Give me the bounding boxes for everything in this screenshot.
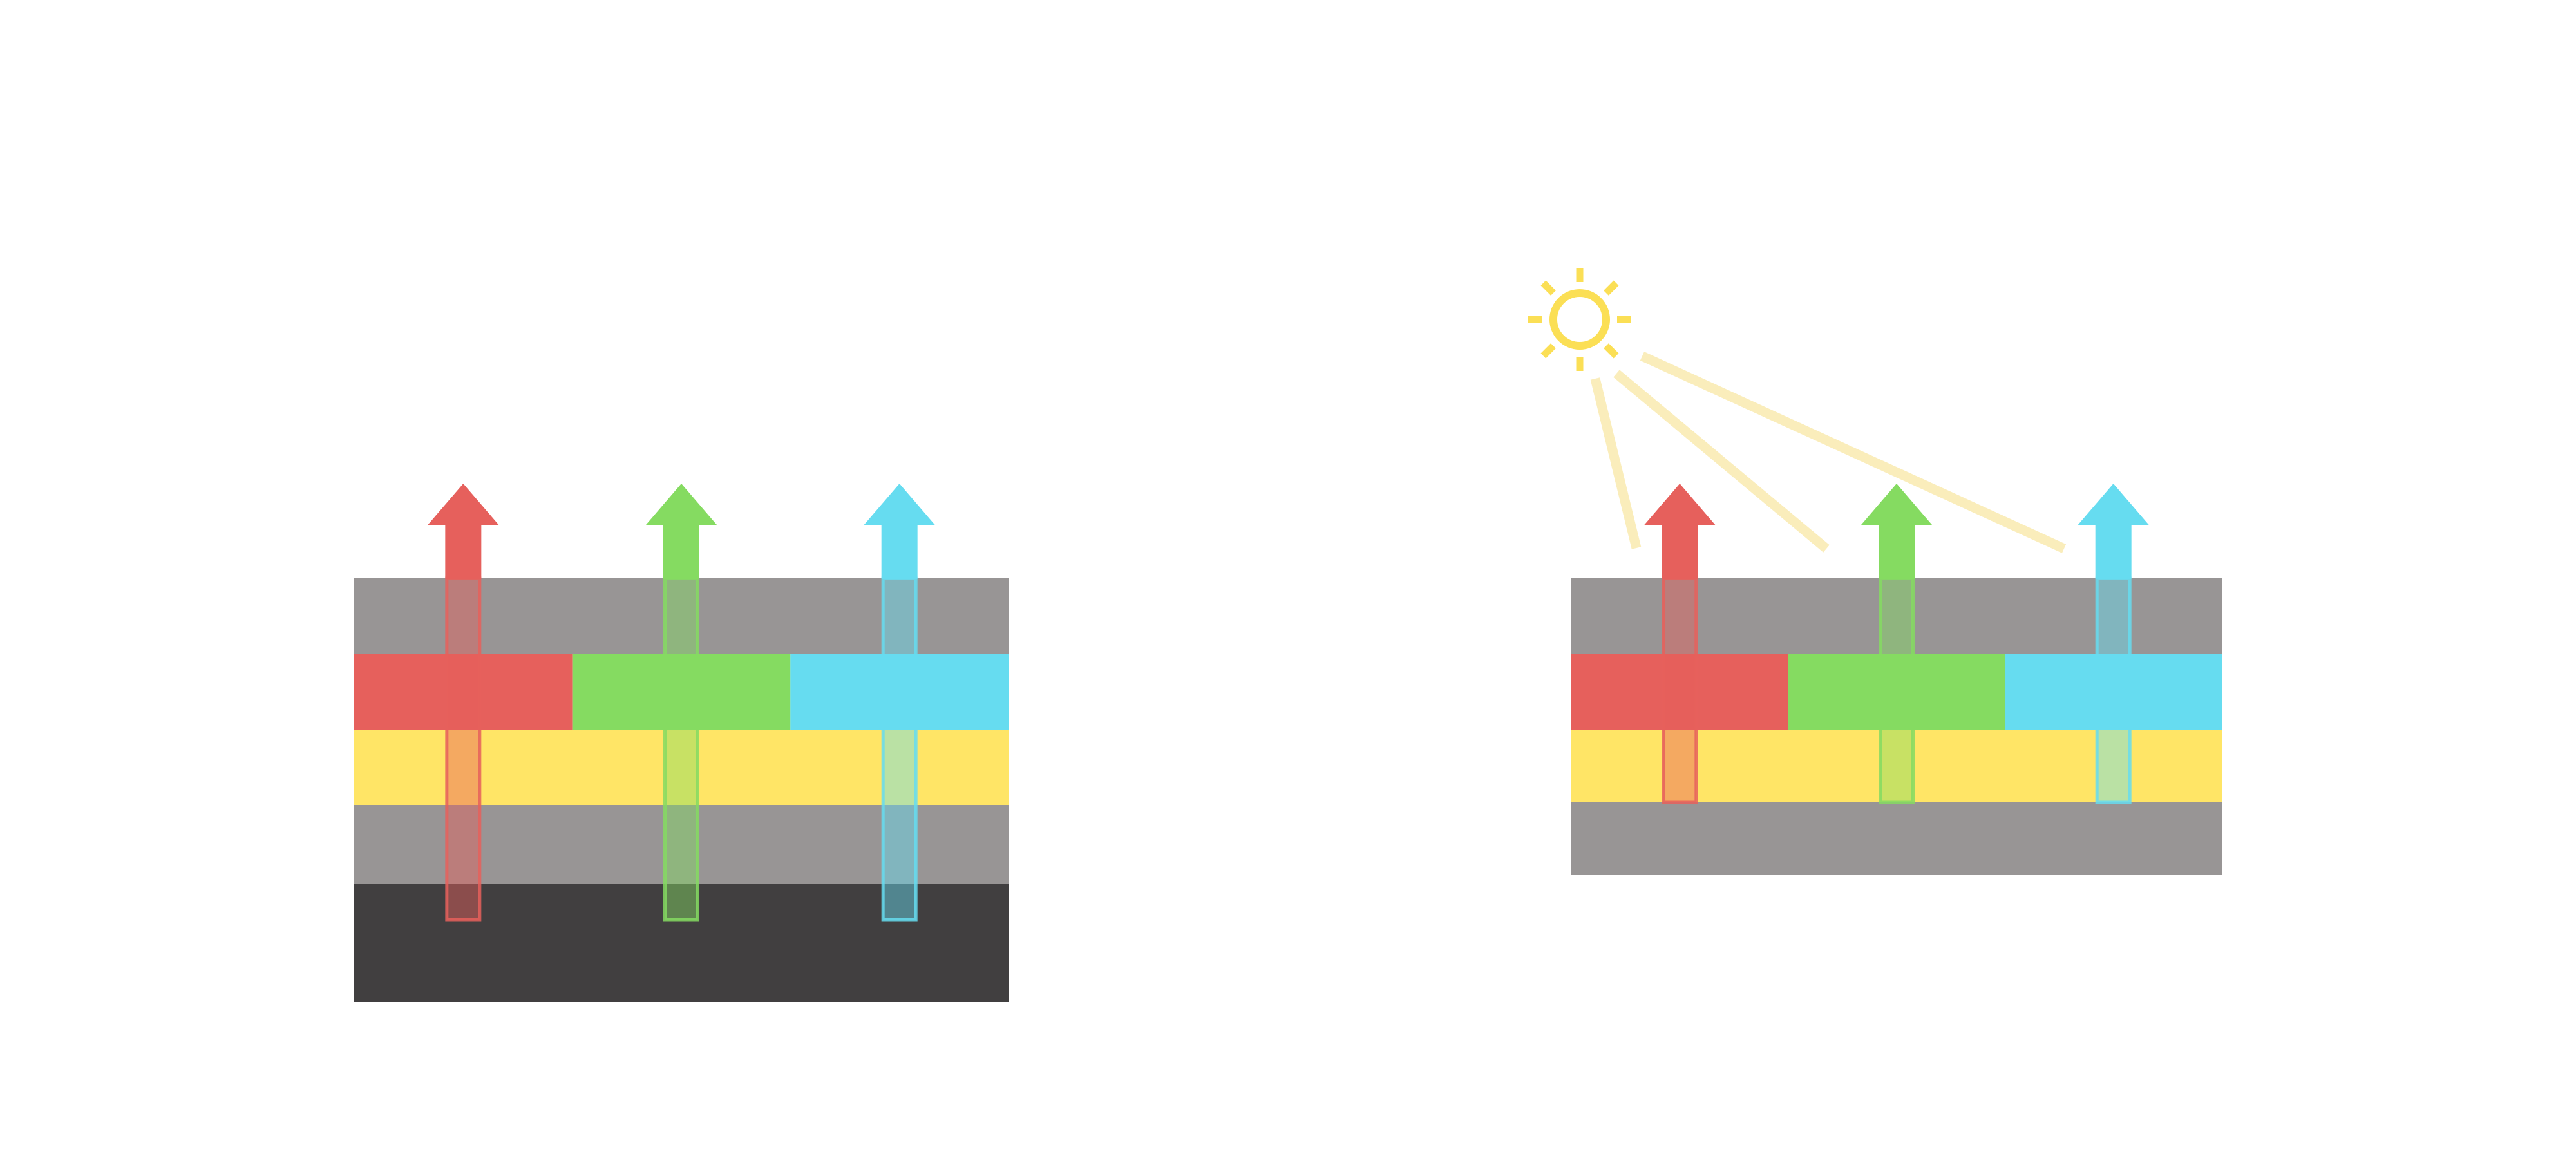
reflective-stack-red-arrow-shaft <box>1662 524 1698 579</box>
reflective-stack-sunlight-beam-3 <box>1640 352 2067 553</box>
sun-ray-6 <box>1540 343 1556 359</box>
emissive-stack-yellow-layer <box>354 730 1009 805</box>
reflective-stack-green-arrow-head <box>1861 484 1932 525</box>
sun-ray-2 <box>1604 280 1619 296</box>
emissive-stack-lower-gray-layer <box>354 805 1009 884</box>
reflective-stack-green-arrow-tail <box>1879 576 1915 804</box>
emissive-stack-blue-arrow-tail <box>881 576 918 922</box>
reflective-stack-subpixel-blue <box>2005 654 2222 730</box>
reflective-stack-blue-arrow-tail <box>2095 576 2132 804</box>
emissive-stack-red-arrow-shaft <box>445 524 482 579</box>
reflective-stack-top-gray-layer <box>1571 578 2222 654</box>
emissive-stack-red-arrow-tail <box>445 576 482 922</box>
reflective-stack-blue-arrow-head <box>2078 484 2149 525</box>
emissive-stack-green-arrow-shaft <box>663 524 699 579</box>
reflective-stack-sunlight-beam-1 <box>1590 377 1642 549</box>
emissive-stack-blue-arrow-head <box>864 484 935 525</box>
emissive-stack-subpixel-red <box>354 654 573 730</box>
emissive-stack-backlight-dark-layer <box>354 884 1009 1002</box>
reflective-stack-red-arrow-head <box>1644 484 1716 525</box>
reflective-stack-sunlight-beam-2 <box>1613 370 1830 553</box>
reflective-stack-red-arrow-tail <box>1662 576 1698 804</box>
reflective-stack-subpixel-green <box>1788 654 2005 730</box>
emissive-stack-subpixel-green <box>572 654 791 730</box>
reflective-stack-subpixel-red <box>1571 654 1788 730</box>
sun-ray-4 <box>1604 343 1619 359</box>
emissive-stack-blue-arrow-shaft <box>881 524 918 579</box>
sun-icon <box>1549 289 1610 350</box>
reflective-stack-blue-arrow-shaft <box>2095 524 2132 579</box>
reflective-stack-yellow-layer <box>1571 730 2222 802</box>
sun-ray-8 <box>1540 280 1556 296</box>
emissive-stack-green-arrow-tail <box>663 576 699 922</box>
reflective-stack-bottom-gray-layer <box>1571 802 2222 875</box>
reflective-stack-green-arrow-shaft <box>1879 524 1915 579</box>
emissive-stack-subpixel-blue <box>790 654 1009 730</box>
emissive-stack-green-arrow-head <box>646 484 717 525</box>
emissive-stack-top-gray-layer <box>354 578 1009 654</box>
emissive-stack-red-arrow-head <box>428 484 499 525</box>
